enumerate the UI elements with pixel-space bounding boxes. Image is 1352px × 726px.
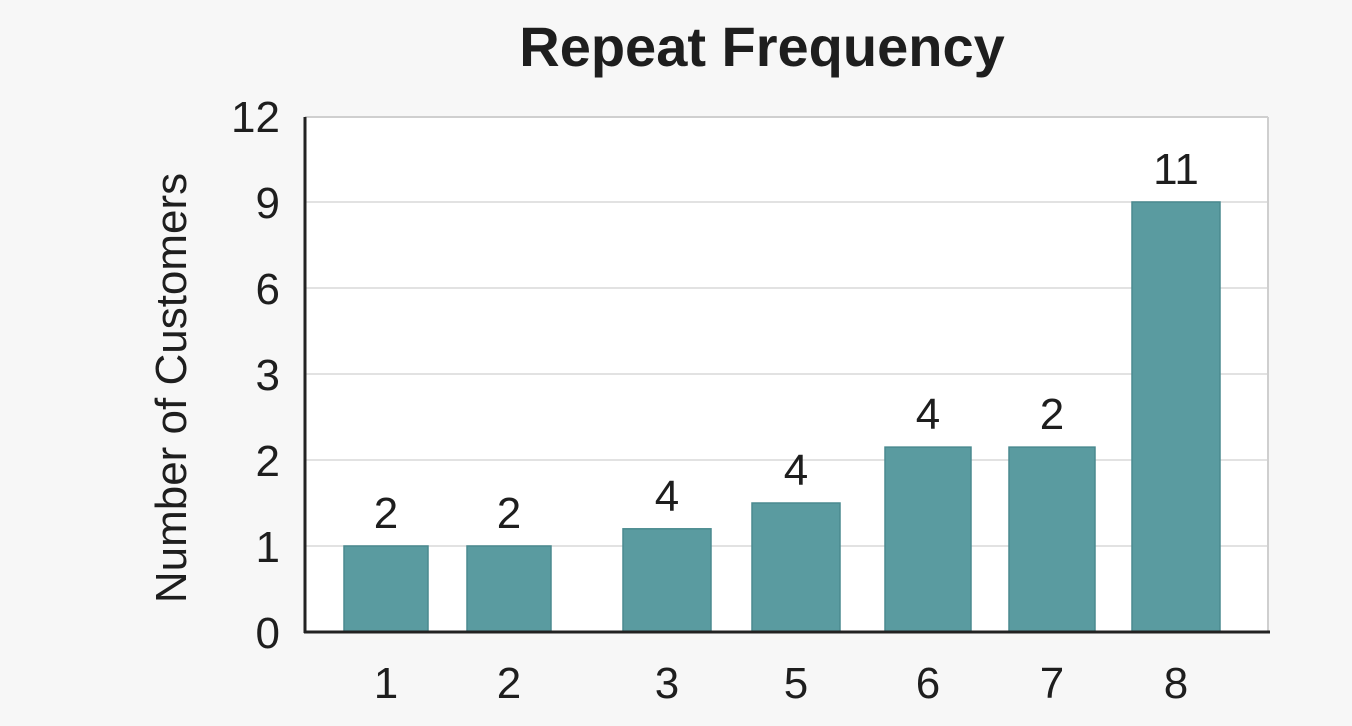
bar-value-label: 4 — [916, 390, 940, 439]
x-tick-label: 2 — [497, 659, 521, 708]
x-tick-label: 5 — [784, 659, 808, 708]
chart-title: Repeat Frequency — [519, 15, 1005, 78]
bar — [884, 446, 972, 633]
bar-value-label: 11 — [1153, 145, 1199, 194]
y-tick-label: 12 — [231, 93, 280, 142]
bar — [751, 502, 841, 633]
x-tick-label: 1 — [374, 659, 398, 708]
bar — [466, 545, 552, 633]
x-tick-labels: 1 2 3 5 6 7 8 — [374, 659, 1188, 708]
bar-value-label: 2 — [1040, 390, 1064, 439]
bar-value-label: 4 — [655, 472, 679, 521]
gridlines — [305, 201, 1268, 547]
bar — [1131, 201, 1221, 633]
bar-value-label: 2 — [374, 489, 398, 538]
bar — [343, 545, 429, 633]
bar — [1008, 446, 1096, 633]
bar — [622, 528, 712, 633]
x-tick-label: 3 — [655, 659, 679, 708]
y-axis-label: Number of Customers — [147, 173, 196, 603]
x-tick-label: 8 — [1164, 659, 1188, 708]
y-tick-label: 6 — [256, 265, 280, 314]
y-tick-label: 9 — [256, 179, 280, 228]
bars — [343, 201, 1221, 633]
bar-value-label: 2 — [497, 489, 521, 538]
bar-value-label: 4 — [784, 446, 808, 495]
x-tick-label: 7 — [1040, 659, 1064, 708]
y-tick-label: 3 — [256, 351, 280, 400]
data-labels: 2 2 4 4 4 2 11 — [374, 145, 1199, 538]
y-tick-label: 0 — [256, 609, 280, 658]
y-tick-label: 2 — [256, 437, 280, 486]
x-tick-label: 6 — [916, 659, 940, 708]
y-tick-label: 1 — [256, 523, 280, 572]
